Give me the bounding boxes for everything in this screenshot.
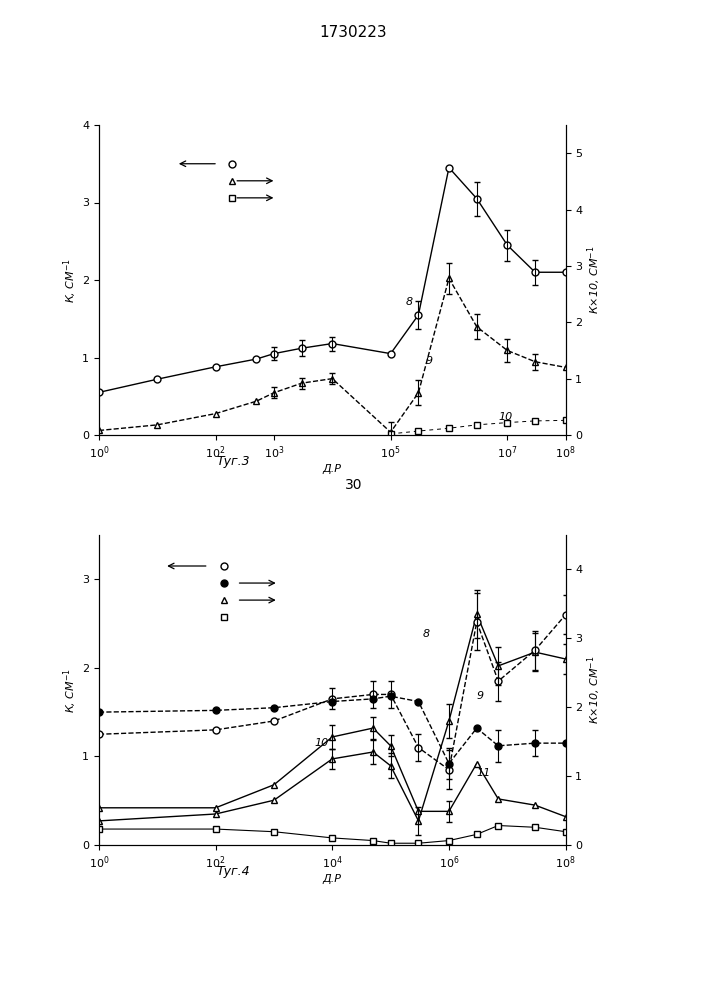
Text: 9: 9 [477,691,484,701]
Text: 11: 11 [477,768,491,778]
Text: 8: 8 [422,629,429,639]
Y-axis label: К, СМ$^{-1}$: К, СМ$^{-1}$ [62,667,79,713]
Y-axis label: К×10, СМ$^{-1}$: К×10, СМ$^{-1}$ [585,246,603,314]
Y-axis label: К×10, СМ$^{-1}$: К×10, СМ$^{-1}$ [585,656,603,724]
X-axis label: Д.Р: Д.Р [323,874,341,884]
Text: Τуг.4: Τуг.4 [216,865,250,878]
Text: 30: 30 [345,478,362,492]
Text: Τуг.3: Τуг.3 [216,455,250,468]
Text: 9: 9 [426,356,433,366]
Text: 10: 10 [315,738,329,748]
Text: 1730223: 1730223 [320,25,387,40]
Y-axis label: К, СМ$^{-1}$: К, СМ$^{-1}$ [62,257,79,303]
X-axis label: Д.Р: Д.Р [323,464,341,474]
Text: 8: 8 [406,297,413,307]
Text: 10: 10 [498,411,513,421]
